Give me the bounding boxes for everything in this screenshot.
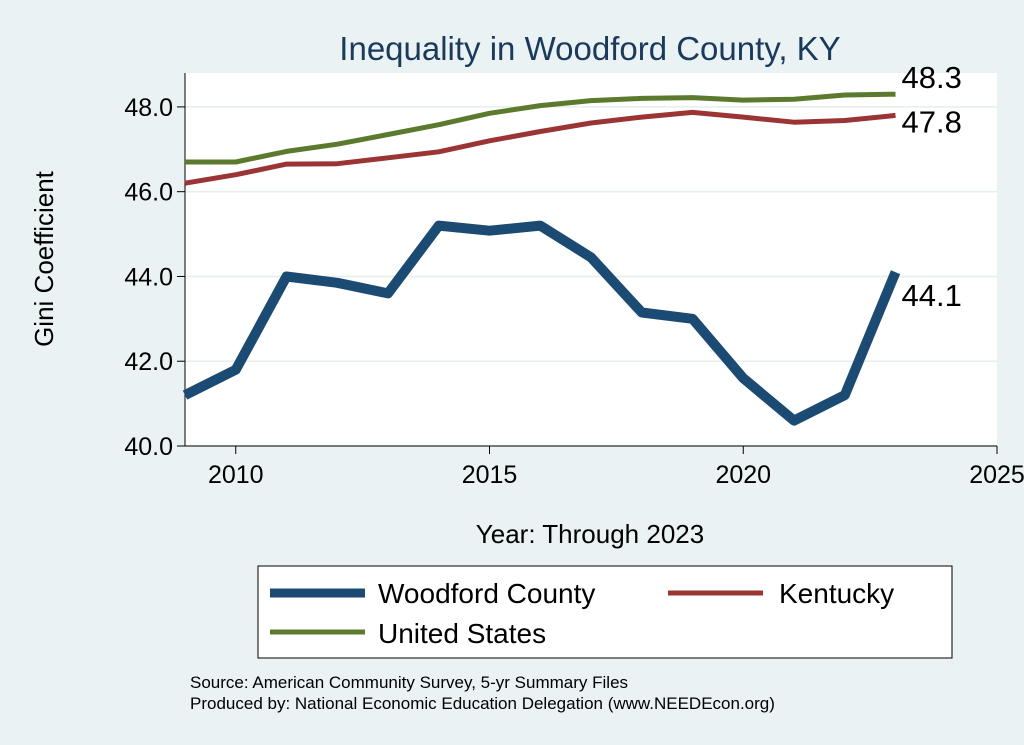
x-tick-label-3: 2025 [969, 461, 1024, 489]
legend-label-united-states: United States [378, 618, 546, 649]
y-tick-label-4: 48.0 [124, 94, 173, 122]
x-tick-label-0: 2010 [208, 461, 264, 489]
legend-label-woodford-county: Woodford County [378, 578, 595, 609]
legend-label-kentucky: Kentucky [779, 578, 894, 609]
end-label-kentucky: 47.8 [902, 104, 962, 139]
x-tick-label-1: 2015 [462, 461, 518, 489]
produced-by-note: Produced by: National Economic Education… [190, 694, 775, 713]
y-tick-label-3: 46.0 [124, 179, 173, 207]
end-label-woodford-county: 44.1 [902, 278, 962, 313]
y-ticks: 40.0 42.0 44.0 46.0 48.0 [124, 94, 185, 461]
y-tick-label-0: 40.0 [124, 433, 173, 461]
end-labels: 44.1 47.8 48.3 [902, 60, 962, 313]
series-line-kentucky [184, 109, 896, 186]
source-note: Source: American Community Survey, 5-yr … [190, 673, 628, 692]
x-axis-label: Year: Through 2023 [476, 519, 704, 549]
legend-box [257, 565, 953, 659]
y-axis-label: Gini Coefficient [29, 170, 59, 347]
series-lines [182, 91, 901, 426]
series-line-woodford-county [182, 220, 901, 426]
x-ticks: 2010 2015 2020 2025 [208, 446, 1024, 489]
end-label-united-states: 48.3 [902, 60, 962, 95]
x-tick-label-2: 2020 [715, 461, 771, 489]
series-line-united-states [185, 91, 896, 165]
chart-title: Inequality in Woodford County, KY [339, 30, 840, 67]
y-tick-label-2: 44.0 [124, 263, 173, 291]
y-tick-label-1: 42.0 [124, 348, 173, 376]
